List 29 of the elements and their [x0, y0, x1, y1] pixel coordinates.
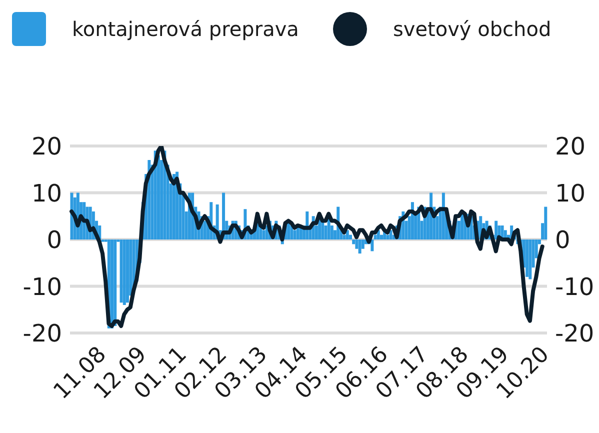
bar: [290, 225, 294, 240]
bar: [370, 240, 374, 252]
y-tick-label: 10: [31, 179, 62, 208]
bar: [114, 240, 117, 326]
legend-label: svetový obchod: [392, 17, 552, 41]
y-tick-label: 0: [46, 226, 62, 254]
bar: [346, 230, 349, 240]
bar: [528, 240, 532, 280]
bar: [321, 220, 324, 240]
bar: [110, 240, 114, 328]
y2-tick-label: -20: [555, 320, 594, 348]
line-series: [70, 146, 544, 328]
y2-tick-label: 10: [555, 179, 586, 208]
bar: [122, 240, 126, 305]
bar: [358, 240, 362, 254]
bar: [526, 240, 529, 277]
bar: [172, 174, 176, 240]
bar: [126, 240, 129, 303]
legend-label: kontajnerová preprava: [72, 17, 299, 41]
y2-tick-label: -10: [555, 272, 594, 301]
bar: [544, 206, 548, 240]
y-tick-label: -10: [22, 272, 62, 301]
y2-tick-label: 20: [555, 132, 586, 161]
bar: [389, 230, 392, 240]
y-tick-label: 20: [31, 132, 62, 161]
bar: [120, 240, 123, 303]
bar: [494, 220, 498, 240]
y-tick-label: -20: [22, 320, 62, 348]
y2-tick-label: 0: [555, 226, 570, 254]
